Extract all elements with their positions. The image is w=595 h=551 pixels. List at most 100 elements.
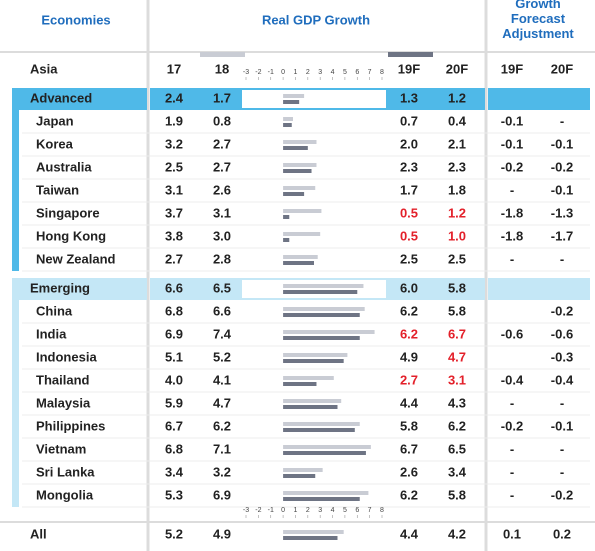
adjustment-value: -0.6 — [501, 326, 523, 341]
gdp-value: 1.3 — [400, 90, 418, 105]
gdp-value: 6.5 — [213, 280, 231, 295]
axis-tick-label: -3 — [243, 69, 249, 76]
adjustment-value: - — [510, 441, 514, 456]
axis-tick-label: 2 — [306, 69, 310, 76]
gdp-value: 2.5 — [165, 159, 183, 174]
gdp-bar — [283, 215, 290, 219]
column-label: 19F — [501, 61, 523, 76]
gdp-value: 2.1 — [448, 136, 466, 151]
gdp-bar — [283, 428, 355, 432]
adjustment-value: - — [510, 395, 514, 410]
gdp-value: 3.8 — [165, 228, 183, 243]
gdp-value: 2.3 — [400, 159, 418, 174]
adjustment-value: 0.1 — [503, 526, 521, 541]
gdp-value: 3.7 — [165, 205, 183, 220]
column-label: 20F — [446, 61, 468, 76]
gdp-value: 1.7 — [400, 182, 418, 197]
gdp-bar — [283, 123, 292, 127]
axis-tick-label: 1 — [294, 69, 298, 76]
gdp-value: 5.8 — [448, 280, 466, 295]
gdp-value: 6.8 — [165, 441, 183, 456]
axis-tick-label: 3 — [318, 507, 322, 514]
adjustment-value: -1.7 — [551, 228, 573, 243]
gdp-bar — [283, 474, 316, 478]
adjustment-value: -0.1 — [501, 113, 523, 128]
axis-tick-label: 2 — [306, 507, 310, 514]
gdp-value: 2.7 — [213, 136, 231, 151]
economy-name: Thailand — [36, 372, 90, 387]
economy-name: Vietnam — [36, 441, 86, 456]
axis-tick-label: 0 — [281, 507, 285, 514]
adjustment-value: - — [510, 487, 514, 502]
gdp-value: 6.2 — [213, 418, 231, 433]
adjustment-value: - — [560, 441, 564, 456]
gdp-bar — [283, 192, 305, 196]
economy-name: Korea — [36, 136, 74, 151]
chart-back — [242, 90, 386, 108]
gdp-value: 7.1 — [213, 441, 231, 456]
adjustment-value: - — [560, 251, 564, 266]
adjustment-value: -0.6 — [551, 326, 573, 341]
axis-tick-label: 6 — [355, 507, 359, 514]
axis-tick-label: 7 — [368, 507, 372, 514]
gdp-value: 3.1 — [165, 182, 183, 197]
adjustment-value: -0.2 — [501, 159, 523, 174]
gdp-value: 7.4 — [213, 326, 232, 341]
group-band — [12, 88, 147, 110]
gdp-value: 6.7 — [448, 326, 466, 341]
gdp-bar — [283, 445, 371, 449]
gdp-bar — [283, 451, 366, 455]
gdp-bar — [283, 468, 323, 472]
adjustment-value: -0.2 — [551, 159, 573, 174]
gdp-value: 5.2 — [165, 526, 183, 541]
column-label: 19F — [398, 61, 420, 76]
gdp-value: 0.4 — [448, 113, 467, 128]
adjustment-value: - — [510, 182, 514, 197]
group-name: Advanced — [30, 90, 92, 105]
economy-name: Taiwan — [36, 182, 79, 197]
group-band — [12, 278, 147, 300]
economy-name: Singapore — [36, 205, 100, 220]
gdp-value: 1.8 — [448, 182, 466, 197]
axis-tick-label: 4 — [331, 69, 335, 76]
group-stripe — [12, 300, 19, 507]
economy-name: China — [36, 303, 73, 318]
gdp-bar — [283, 313, 360, 317]
gdp-bar — [283, 330, 375, 334]
gdp-value: 4.4 — [400, 526, 419, 541]
economy-name: Malaysia — [36, 395, 91, 410]
gdp-value: 4.7 — [448, 349, 466, 364]
gdp-value: 2.6 — [400, 464, 418, 479]
gdp-value: 2.7 — [165, 251, 183, 266]
adjustment-value: - — [510, 251, 514, 266]
gdp-bar — [283, 359, 344, 363]
gdp-bar — [283, 491, 369, 495]
adjustment-value: -1.8 — [501, 205, 523, 220]
gdp-value: 3.2 — [165, 136, 183, 151]
adjustment-value: -0.2 — [501, 418, 523, 433]
gdp-value: 5.2 — [213, 349, 231, 364]
adjustment-value: -0.2 — [551, 303, 573, 318]
gdp-value: 2.5 — [448, 251, 466, 266]
gdp-value: 3.1 — [448, 372, 466, 387]
total-name: All — [30, 526, 47, 541]
adjustment-value: -0.1 — [551, 136, 573, 151]
gdp-bar — [283, 209, 322, 213]
group-band — [488, 278, 590, 300]
axis-tick-label: 0 — [281, 69, 285, 76]
economy-name: Philippines — [36, 418, 105, 433]
gdp-bar — [283, 169, 312, 173]
gdp-value: 5.8 — [448, 303, 466, 318]
axis-tick-label: 3 — [318, 69, 322, 76]
gdp-bar — [283, 382, 317, 386]
gdp-bar — [283, 232, 321, 236]
economy-name: New Zealand — [36, 251, 116, 266]
economy-name: Japan — [36, 113, 74, 128]
gdp-value: 6.2 — [448, 418, 466, 433]
gdp-value: 5.9 — [165, 395, 183, 410]
gdp-bar — [283, 238, 290, 242]
adjustment-value: - — [560, 113, 564, 128]
axis-tick-label: -2 — [255, 69, 261, 76]
adjustment-value: 0.2 — [553, 526, 571, 541]
gdp-bar — [283, 261, 314, 265]
